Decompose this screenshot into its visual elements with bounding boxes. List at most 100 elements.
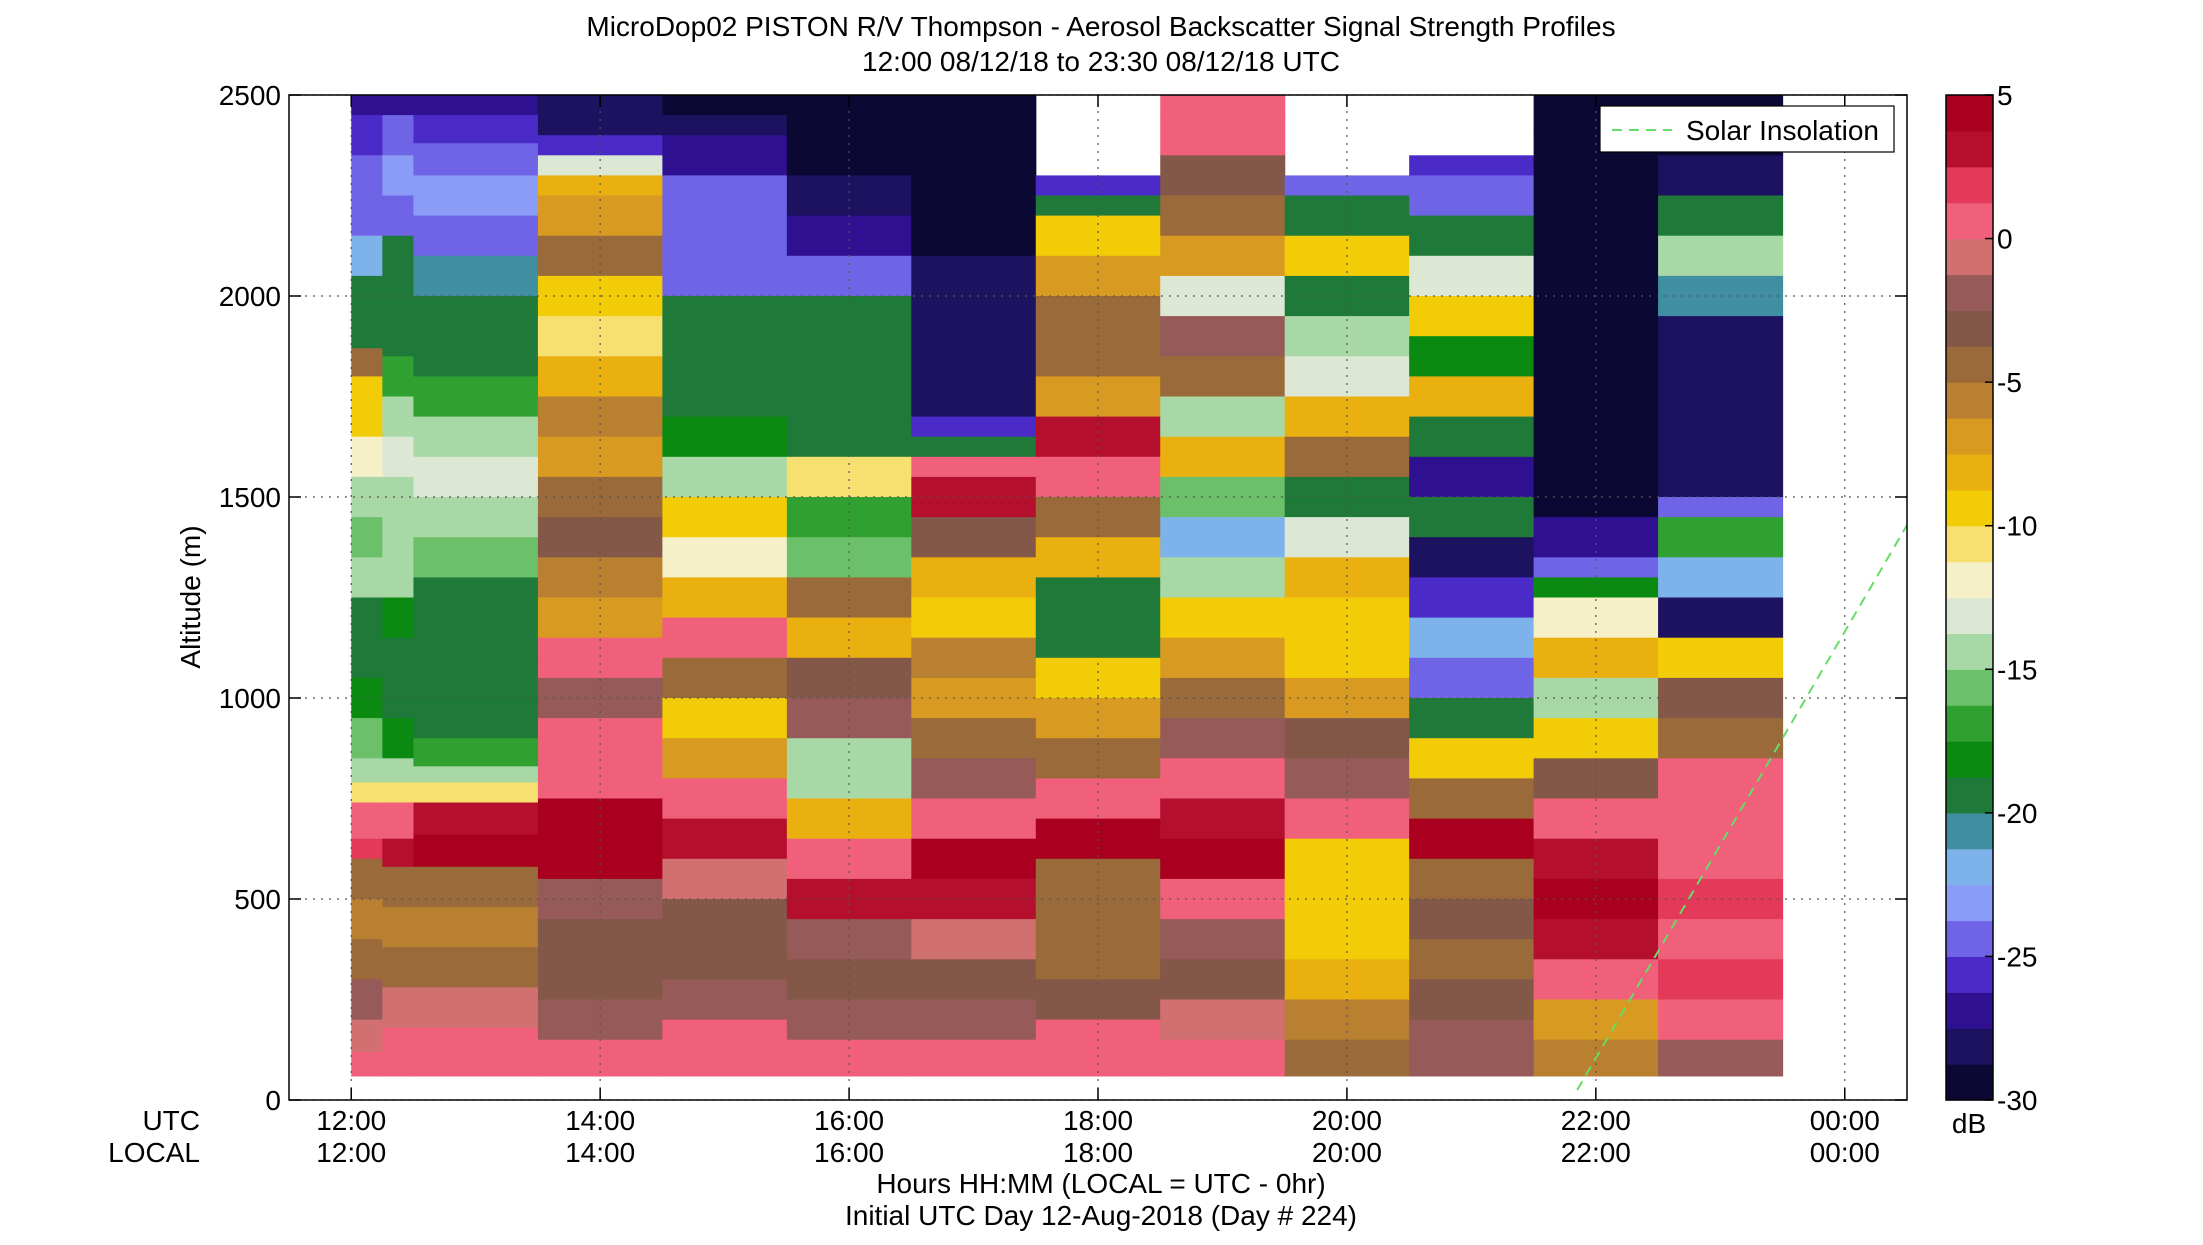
heatmap-cell — [1409, 819, 1534, 860]
heatmap-cell — [1409, 698, 1534, 739]
heatmap-cell — [1160, 598, 1285, 639]
colorbar-tick-label: 5 — [1997, 80, 2013, 111]
heatmap-cell — [662, 859, 787, 900]
heatmap-cell — [1658, 276, 1783, 317]
colorbar-tick-label: -30 — [1997, 1085, 2037, 1116]
heatmap-cell — [1160, 316, 1285, 357]
heatmap-cell — [662, 457, 787, 498]
heatmap-cell — [662, 698, 787, 739]
heatmap-cell — [911, 638, 1036, 679]
heatmap-cell — [1160, 1000, 1285, 1041]
heatmap-cell — [382, 782, 414, 803]
x-tick-label-utc: 16:00 — [814, 1105, 884, 1136]
heatmap-cell — [1658, 638, 1783, 679]
heatmap-cell — [1658, 799, 1783, 840]
heatmap-cell — [787, 919, 912, 960]
heatmap-cell — [538, 879, 663, 920]
heatmap-cell — [538, 919, 663, 960]
colorbar-tick-label: -20 — [1997, 798, 2037, 829]
heatmap-cell — [1160, 115, 1285, 156]
heatmap-cell — [382, 196, 414, 237]
heatmap-cell — [538, 799, 663, 840]
x-tick-label-utc: 22:00 — [1561, 1105, 1631, 1136]
heatmap-cell — [662, 738, 787, 779]
heatmap-cell — [413, 175, 538, 216]
colorbar-swatch — [1946, 454, 1993, 490]
colorbar-swatch — [1946, 1028, 1993, 1064]
heatmap-cell — [911, 517, 1036, 558]
heatmap-cell — [351, 638, 383, 679]
heatmap-cell — [787, 417, 912, 458]
y-tick-label: 500 — [234, 884, 281, 915]
heatmap-cell — [413, 537, 538, 578]
colorbar-swatch — [1946, 310, 1993, 346]
heatmap-cell — [1409, 778, 1534, 819]
heatmap-cell — [662, 618, 787, 659]
chart-title: MicroDop02 PISTON R/V Thompson - Aerosol… — [586, 11, 1615, 42]
heatmap-cell — [413, 738, 538, 767]
heatmap-cell — [1036, 256, 1161, 297]
colorbar-swatch — [1946, 382, 1993, 418]
heatmap-cell — [413, 987, 538, 1028]
heatmap-cell — [1658, 236, 1783, 277]
colorbar-tick-label: -5 — [1997, 367, 2022, 398]
heatmap-cell — [1658, 839, 1783, 880]
heatmap-cell — [1160, 638, 1285, 679]
colorbar-swatch — [1946, 562, 1993, 598]
heatmap-cell — [1160, 236, 1285, 277]
heatmap-cell — [1409, 417, 1534, 458]
heatmap-cell — [911, 417, 1036, 438]
heatmap-cell — [413, 256, 538, 297]
colorbar-swatch — [1946, 885, 1993, 921]
heatmap-cell — [351, 95, 383, 116]
heatmap-cell — [1658, 356, 1783, 417]
colorbar-swatch — [1946, 418, 1993, 454]
heatmap-cell — [1409, 336, 1534, 377]
y-axis-label: Altitude (m) — [175, 525, 206, 668]
heatmap-cell — [787, 1040, 912, 1077]
heatmap-cell — [911, 758, 1036, 799]
x-tick-label-utc: 18:00 — [1063, 1105, 1133, 1136]
x-tick-label-utc: 00:00 — [1810, 1105, 1880, 1136]
heatmap-cell — [413, 216, 538, 257]
heatmap-cell — [662, 216, 787, 257]
heatmap-cell — [1534, 959, 1659, 1000]
heatmap-cell — [1658, 557, 1783, 598]
colorbar-tick-label: 0 — [1997, 224, 2013, 255]
heatmap-cell — [1409, 216, 1534, 257]
colorbar-swatch — [1946, 849, 1993, 885]
heatmap-cell — [1285, 839, 1410, 880]
colorbar-swatch — [1946, 669, 1993, 705]
heatmap-cell — [1160, 919, 1285, 960]
heatmap-cell — [538, 115, 663, 136]
heatmap-cell — [1036, 417, 1161, 458]
heatmap-cell — [1534, 577, 1659, 598]
heatmap-cell — [662, 376, 787, 417]
heatmap-cell — [911, 457, 1036, 478]
heatmap-cell — [351, 859, 383, 900]
colorbar-swatch — [1946, 526, 1993, 562]
heatmap-cell — [413, 907, 538, 948]
colorbar-label: dB — [1952, 1108, 1986, 1139]
x-tick-label-local: 00:00 — [1810, 1137, 1880, 1168]
heatmap-cell — [1160, 557, 1285, 598]
heatmap-cell — [382, 397, 414, 438]
colorbar-swatch — [1946, 167, 1993, 203]
heatmap-cell — [413, 95, 538, 116]
heatmap-cell — [911, 959, 1036, 1000]
heatmap-cell — [351, 1052, 383, 1077]
colorbar-swatch — [1946, 239, 1993, 275]
heatmap-cell — [1409, 577, 1534, 618]
heatmap-cell — [1036, 216, 1161, 257]
heatmap-cell — [662, 256, 787, 297]
heatmap-cell — [1534, 799, 1659, 840]
colorbar-swatch — [1946, 1064, 1993, 1100]
heatmap-cell — [351, 1020, 383, 1053]
heatmap-cell — [787, 799, 912, 840]
heatmap-cell — [662, 778, 787, 819]
heatmap-cell — [1409, 658, 1534, 699]
colorbar-swatch — [1946, 346, 1993, 382]
heatmap-cell — [662, 819, 787, 860]
x-tick-label-utc: 20:00 — [1312, 1105, 1382, 1136]
